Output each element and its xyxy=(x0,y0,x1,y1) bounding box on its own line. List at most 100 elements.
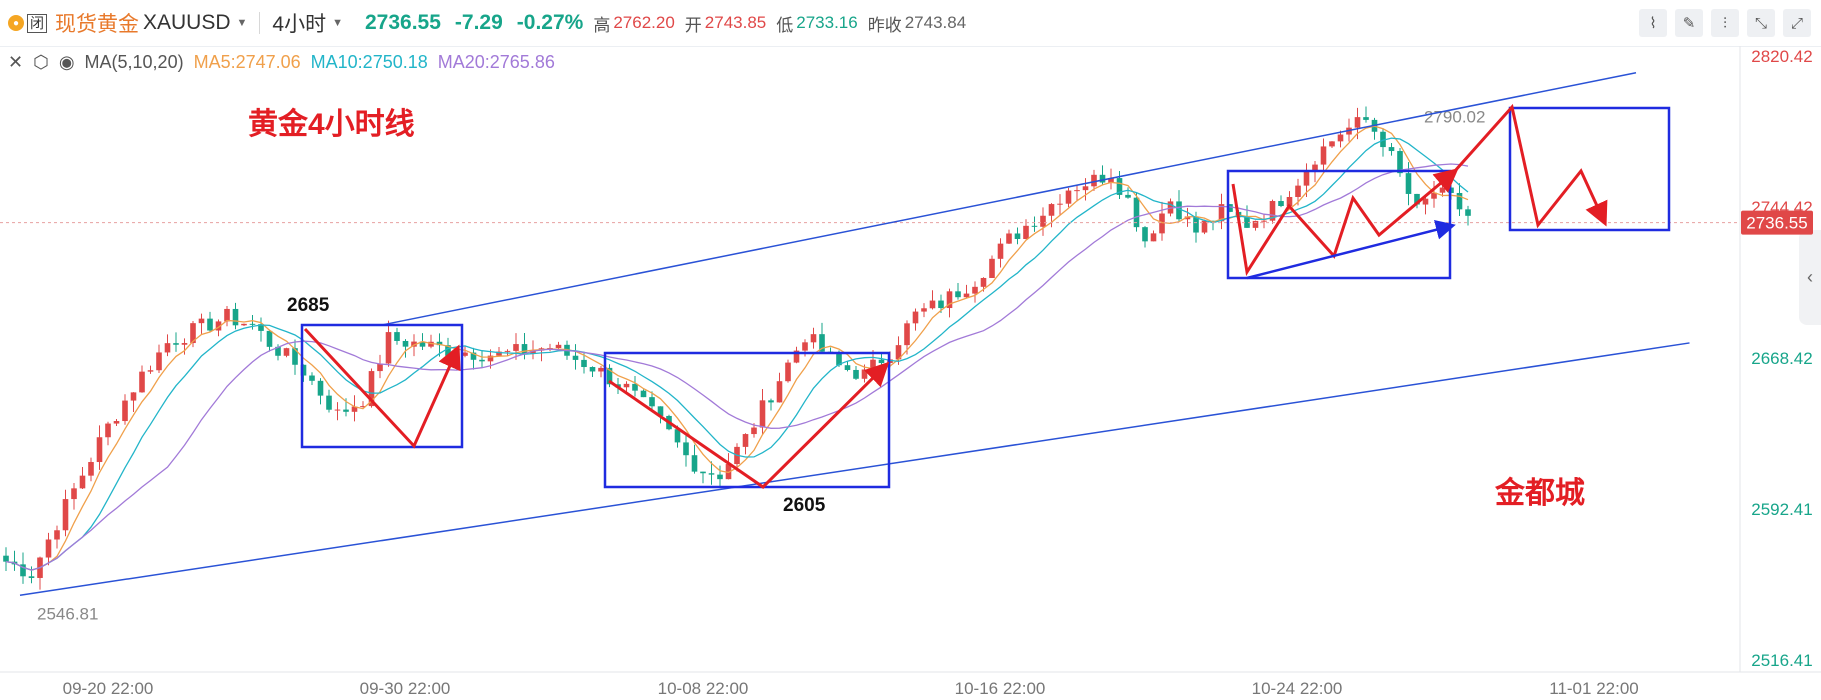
candle-body xyxy=(113,421,120,424)
period-dropdown-icon[interactable]: ▼ xyxy=(332,17,343,29)
y-tick-label: 2820.42 xyxy=(1751,47,1812,66)
candle-body xyxy=(1312,164,1318,172)
candle-body xyxy=(844,365,851,370)
candle-body xyxy=(1320,146,1327,165)
trend-arrow xyxy=(303,327,461,449)
candle-body xyxy=(1074,190,1080,192)
pencil-icon[interactable]: ✎ xyxy=(1675,9,1703,37)
symbol-code[interactable]: XAUUSD xyxy=(143,11,231,34)
prev-close-label: 昨收 xyxy=(867,15,902,35)
candle-body xyxy=(232,308,239,326)
x-tick-label: 11-01 22:00 xyxy=(1549,679,1638,698)
candle-body xyxy=(3,555,9,562)
candle-body xyxy=(683,442,689,456)
candle-body xyxy=(147,370,154,372)
candle-body xyxy=(700,471,706,474)
candle-body xyxy=(28,576,35,578)
ma-legend: ✕ ⬡ ◉ MA(5,10,20) MA5:2747.06 MA10:2750.… xyxy=(8,52,565,73)
candle-body xyxy=(938,300,944,309)
candle-body xyxy=(768,400,774,403)
ma20-value: MA20:2765.86 xyxy=(437,52,555,72)
candle-body xyxy=(1125,194,1131,198)
candle-body xyxy=(1040,215,1046,227)
candle-body xyxy=(487,355,494,362)
candle-body xyxy=(1363,117,1369,120)
candle-body xyxy=(632,383,638,391)
high-value: 2762.20 xyxy=(613,13,675,32)
candle-body xyxy=(751,427,757,435)
candle-body xyxy=(521,344,528,355)
low-label: 低 xyxy=(776,15,794,35)
current-price-tag xyxy=(1741,210,1813,235)
line-tool-icon[interactable]: ⌇ xyxy=(1639,9,1667,37)
candle-body xyxy=(1261,220,1267,222)
candle-body xyxy=(88,462,94,476)
candle-body xyxy=(1414,193,1420,205)
candle-body xyxy=(283,348,290,356)
candle-body xyxy=(929,300,936,309)
candle-body xyxy=(1303,171,1310,186)
max-price-label: 2790.02 xyxy=(1424,107,1485,126)
candle-body xyxy=(555,344,562,348)
collapse-panel-button[interactable]: ‹ xyxy=(1799,230,1821,325)
indicator-icon[interactable]: ⫶ xyxy=(1711,9,1739,37)
candle-body xyxy=(1065,190,1072,204)
candle-body xyxy=(1456,192,1463,210)
candle-body xyxy=(96,437,103,463)
candle-body xyxy=(360,406,366,408)
candle-body xyxy=(980,277,987,287)
x-tick-label: 09-20 22:00 xyxy=(63,679,154,698)
candle-body xyxy=(572,355,579,360)
support-arrow xyxy=(1246,220,1456,280)
candle-body xyxy=(496,351,502,356)
candle-body xyxy=(742,434,749,447)
candle-body xyxy=(861,369,868,379)
eye-icon[interactable]: ◉ xyxy=(58,52,75,72)
candle-body xyxy=(224,308,230,322)
candle-body xyxy=(470,352,477,360)
price-change-pct: -0.27% xyxy=(516,11,584,34)
candle-body xyxy=(1133,197,1140,228)
period-select[interactable]: 4小时 xyxy=(272,13,327,36)
candle-body xyxy=(810,334,817,343)
divider xyxy=(259,12,261,34)
candle-body xyxy=(921,308,927,312)
candle-body xyxy=(402,340,409,347)
candle-body xyxy=(1176,201,1182,220)
candle-body xyxy=(79,475,86,489)
candle-body xyxy=(649,397,655,407)
symbol-dropdown-icon[interactable]: ▼ xyxy=(236,17,248,29)
close-icon[interactable]: ✕ xyxy=(8,52,24,72)
candle-body xyxy=(394,332,400,341)
candle-body xyxy=(581,359,587,368)
peak-label: 2685 xyxy=(287,295,330,316)
candle-body xyxy=(717,474,723,480)
candle-body xyxy=(130,392,137,401)
open-value: 2743.85 xyxy=(704,13,767,32)
candle-body xyxy=(156,352,162,371)
trough-label: 2605 xyxy=(783,495,826,516)
candle-body xyxy=(946,291,953,309)
ma-indicator-name[interactable]: MA(5,10,20) xyxy=(84,52,184,72)
ma5-value: MA5:2747.06 xyxy=(193,52,301,72)
candle-body xyxy=(54,530,60,540)
candle-body xyxy=(334,409,341,411)
candle-body xyxy=(45,539,52,558)
channel-lower-line xyxy=(19,342,1690,596)
candle-body xyxy=(1201,220,1208,233)
candle-body xyxy=(776,381,783,403)
ma10-line xyxy=(5,137,1469,571)
closed-label: 闭 xyxy=(27,13,47,33)
candle-body xyxy=(989,258,995,278)
candle-body xyxy=(1099,174,1106,183)
candle-body xyxy=(1091,174,1097,187)
collapse-icon[interactable]: ⤡ xyxy=(1747,9,1775,37)
expand-icon[interactable]: ⤢ xyxy=(1783,9,1811,37)
annotation-box xyxy=(1226,169,1452,280)
settings-icon[interactable]: ⬡ xyxy=(33,52,49,72)
candle-body xyxy=(300,364,307,376)
candle-body xyxy=(1057,203,1063,205)
candle-body xyxy=(606,367,613,385)
symbol-name[interactable]: 现货黄金 xyxy=(55,13,139,36)
